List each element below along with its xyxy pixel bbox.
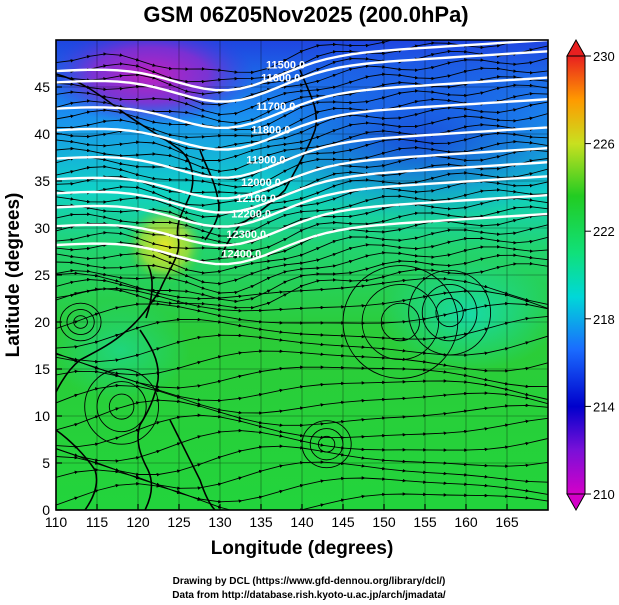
y-tick-label: 45 bbox=[34, 79, 50, 95]
height-contour bbox=[56, 76, 548, 129]
x-axis-label: Longitude (degrees) bbox=[211, 538, 394, 559]
contour-label: 12100.0 bbox=[236, 193, 276, 205]
height-contour bbox=[56, 98, 548, 151]
contour-label: 11500.0 bbox=[266, 59, 305, 71]
credit-drawing: Drawing by DCL (https://www.gfd-dennou.o… bbox=[173, 576, 446, 587]
x-tick-label: 160 bbox=[454, 514, 478, 530]
eddy-streamline bbox=[84, 368, 159, 445]
eddy-streamline bbox=[309, 428, 344, 461]
contour-label: 12300.0 bbox=[226, 229, 266, 241]
height-contour bbox=[56, 126, 548, 179]
colorbar-min-arrow bbox=[566, 493, 586, 512]
x-tick-label: 130 bbox=[208, 514, 232, 530]
cool-eddy-region bbox=[380, 260, 548, 370]
colorbar-max-arrow bbox=[566, 38, 586, 57]
eddy-streamline bbox=[108, 393, 135, 420]
contour-labels: 11500.0 11600.0 11700.0 11800.0 11900.0 12000… bbox=[221, 59, 305, 260]
x-axis-ticks: 110 115 120 125 130 135 140 145 150 155 160 165 bbox=[45, 504, 519, 530]
y-tick-label: 0 bbox=[42, 502, 50, 518]
warm-spot-region bbox=[125, 205, 205, 285]
eddy-streamline bbox=[380, 302, 420, 342]
contour-label: 12000.0 bbox=[241, 177, 281, 189]
y-axis-ticks: 0 5 10 15 20 25 30 35 40 45 bbox=[34, 79, 62, 518]
y-tick-label: 15 bbox=[34, 361, 50, 377]
contour-label: 11700.0 bbox=[256, 101, 295, 113]
height-contour bbox=[56, 50, 548, 103]
x-tick-label: 165 bbox=[495, 514, 519, 530]
y-tick-label: 30 bbox=[34, 220, 50, 236]
y-tick-label: 10 bbox=[34, 408, 50, 424]
y-tick-label: 35 bbox=[34, 173, 50, 189]
contour-label: 11900.0 bbox=[246, 155, 285, 167]
colorbar-tick-label: 214 bbox=[593, 399, 615, 414]
height-contour bbox=[56, 175, 548, 228]
y-tick-label: 20 bbox=[34, 314, 50, 330]
contour-label: 11600.0 bbox=[261, 73, 300, 85]
eddy-streamline bbox=[435, 298, 464, 328]
contour-label: 12200.0 bbox=[231, 209, 271, 221]
height-contours bbox=[56, 40, 548, 266]
plot-area: 11500.0 11600.0 11700.0 11800.0 11900.0 12000… bbox=[56, 40, 548, 510]
credit-data: Data from http://database.rish.kyoto-u.a… bbox=[172, 590, 446, 601]
eddy-streamline bbox=[361, 283, 440, 361]
height-contour bbox=[56, 212, 548, 266]
height-contour bbox=[56, 161, 548, 214]
y-tick-label: 5 bbox=[42, 455, 50, 471]
colorbar-tick-label: 218 bbox=[593, 312, 615, 327]
cool-patch-region bbox=[56, 300, 190, 400]
height-contour bbox=[56, 193, 548, 247]
chart-title: GSM 06Z05Nov2025 (200.0hPa) bbox=[143, 2, 468, 27]
colorbar-scale bbox=[566, 55, 586, 495]
tropical-streamline bbox=[56, 315, 548, 349]
contour-label: 12400.0 bbox=[221, 249, 261, 261]
colorbar-tick-label: 226 bbox=[593, 137, 615, 152]
tropical-streamline bbox=[56, 413, 548, 449]
contour-label: 11800.0 bbox=[251, 125, 290, 137]
colorbar-ticks: 210 214 218 222 226 230 bbox=[585, 49, 615, 502]
eddy-streamline bbox=[73, 315, 88, 329]
x-tick-label: 115 bbox=[86, 514, 109, 530]
x-tick-label: 140 bbox=[290, 514, 314, 530]
y-tick-label: 40 bbox=[34, 126, 50, 142]
y-axis-label: Latitude (degrees) bbox=[3, 193, 24, 358]
colorbar-tick-label: 230 bbox=[593, 49, 615, 64]
height-contour bbox=[56, 146, 548, 200]
eddy-streamline bbox=[342, 265, 459, 379]
x-tick-label: 150 bbox=[372, 514, 396, 530]
eddy-streamline bbox=[96, 381, 147, 433]
eddy-streamline bbox=[66, 309, 95, 335]
eddy-streamline bbox=[421, 283, 478, 342]
x-tick-label: 155 bbox=[413, 514, 437, 530]
eddy-streamline bbox=[301, 420, 352, 469]
y-tick-label: 25 bbox=[34, 267, 50, 283]
eddy-streamline bbox=[408, 269, 492, 356]
x-tick-label: 120 bbox=[126, 514, 150, 530]
x-tick-label: 145 bbox=[331, 514, 355, 530]
colorbar: 210 214 218 222 226 230 bbox=[566, 38, 615, 512]
x-tick-label: 125 bbox=[167, 514, 191, 530]
eddy-streamline bbox=[317, 435, 336, 453]
x-tick-label: 110 bbox=[45, 514, 68, 530]
colorbar-tick-label: 222 bbox=[593, 224, 615, 239]
x-tick-label: 135 bbox=[249, 514, 273, 530]
colorbar-tick-label: 210 bbox=[593, 487, 615, 502]
jet-streamline bbox=[56, 40, 534, 75]
tropical-streamline bbox=[56, 271, 548, 305]
height-contour bbox=[56, 40, 548, 92]
